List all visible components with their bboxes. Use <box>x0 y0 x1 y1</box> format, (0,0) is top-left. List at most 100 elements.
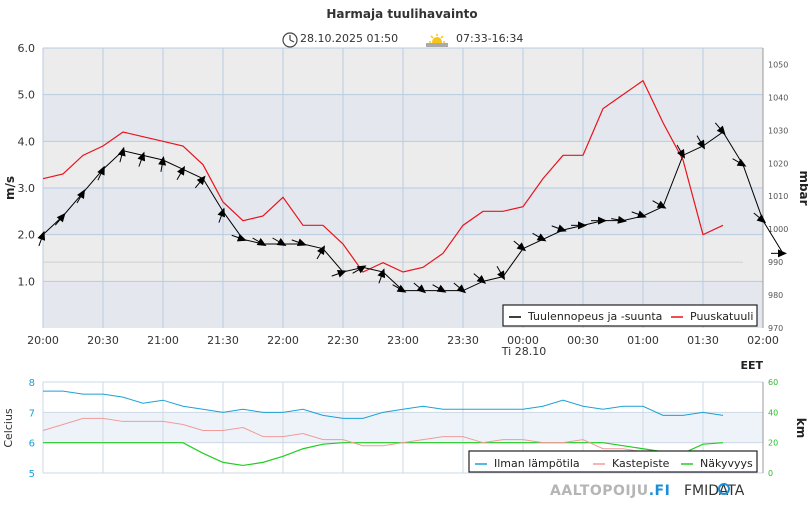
sun-icon <box>426 34 448 47</box>
brand-right-suffix: DATA <box>708 483 744 499</box>
y-tick-label: 8 <box>29 378 35 389</box>
wind-arrow <box>56 212 66 223</box>
gust-line <box>42 79 724 273</box>
x-tick-label: 00:30 <box>567 334 599 347</box>
visibility-y-axis: 0 20 40 60 <box>768 378 778 478</box>
y2-tick-label: 20 <box>768 439 778 448</box>
fmi-logo-icon <box>718 483 730 495</box>
wind-arrow <box>276 238 287 246</box>
y2-tick-label: 60 <box>768 378 778 387</box>
x-tick-label: 21:30 <box>207 334 239 347</box>
y-tick-label: 5.0 <box>18 89 36 102</box>
wind-arrow <box>497 270 505 281</box>
main-legend: Tuulennopeus ja -suunta Puuskatuuli <box>502 304 758 327</box>
wind-arrow <box>356 265 367 274</box>
wind-arrow <box>697 139 705 150</box>
time-axis: 20:00 20:30 21:00 21:30 22:00 22:30 23:00 23:30… <box>27 334 779 347</box>
legend-dewpoint: Kastepiste <box>612 457 670 470</box>
temperature-y-axis: 5 6 7 8 <box>29 378 35 480</box>
wind-arrow <box>556 224 567 233</box>
y2-tick-label: 1000 <box>768 225 788 234</box>
y-tick-label: 4.0 <box>18 135 36 148</box>
clock-icon <box>282 32 298 48</box>
wind-arrow <box>97 165 105 176</box>
wind-arrow <box>196 175 206 186</box>
wind-arrow <box>416 284 427 294</box>
pressure-axis-label: mbar <box>797 170 808 205</box>
wind-arrow <box>736 158 747 167</box>
y-tick-label: 6 <box>29 439 35 450</box>
wind-arrow <box>158 156 167 166</box>
wind-arrow <box>516 242 527 252</box>
wind-arrow <box>77 189 85 199</box>
daylight-hours: 07:33-16:34 <box>456 32 523 45</box>
y-tick-label: 7 <box>29 408 35 419</box>
observation-time: 28.10.2025 01:50 <box>300 32 398 45</box>
x-tick-label: 22:30 <box>327 334 359 347</box>
wind-arrow <box>536 233 547 242</box>
wind-arrow <box>598 216 607 225</box>
wind-arrow <box>578 221 587 230</box>
timezone-label: EET <box>740 359 763 372</box>
x-tick-label: 23:30 <box>447 334 479 347</box>
wind-arrow <box>256 238 267 246</box>
brand-right-text: FMI <box>684 483 708 499</box>
weather-grid <box>42 381 764 474</box>
wind-arrow <box>396 284 407 293</box>
pressure-y-axis: 970 980 990 1000 1010 1020 1030 1040 1050 <box>768 60 788 333</box>
wind-arrow <box>137 151 146 162</box>
wind-speed-axis-label: m/s <box>3 176 17 200</box>
y2-tick-label: 1050 <box>768 60 788 69</box>
wind-arrow <box>677 149 685 159</box>
legend-wind: Tuulennopeus ja -suunta <box>527 310 662 323</box>
legend-gust: Puuskatuuli <box>690 310 753 323</box>
weather-legend: Ilman lämpötila Kastepiste Näkyvyys <box>468 450 758 473</box>
legend-visibility: Näkyvyys <box>700 457 753 470</box>
wind-arrow <box>217 207 226 218</box>
dewpoint-line <box>42 417 723 456</box>
wind-arrow <box>476 275 487 284</box>
wind-arrow <box>778 249 787 258</box>
wind-arrow <box>617 215 627 224</box>
brand-fmidata[interactable]: FMIDATA <box>684 483 745 499</box>
visibility-axis-label: km <box>794 418 808 438</box>
wind-arrow <box>656 200 667 209</box>
y2-tick-label: 0 <box>768 469 773 478</box>
y-tick-label: 6.0 <box>18 42 36 55</box>
x-tick-label: 02:00 <box>747 334 779 347</box>
y-tick-label: 1.0 <box>18 275 36 288</box>
wind-arrow <box>636 210 647 219</box>
wind-arrow <box>236 233 247 242</box>
wind-arrow <box>436 284 447 293</box>
y-tick-label: 5 <box>29 469 35 480</box>
y2-tick-label: 40 <box>768 408 778 417</box>
temperature-axis-label: Celcius <box>2 408 15 448</box>
legend-temperature: Ilman lämpötila <box>494 457 580 470</box>
chart-title: Harmaja tuulihavainto <box>326 7 477 21</box>
wind-arrow <box>716 125 726 136</box>
y-tick-label: 2.0 <box>18 229 36 242</box>
y2-tick-label: 1040 <box>768 93 788 102</box>
y2-tick-label: 1010 <box>768 192 788 201</box>
wind-arrow <box>317 245 325 255</box>
wind-arrow <box>177 165 185 176</box>
wind-arrow <box>117 146 126 157</box>
temperature-line <box>43 390 724 419</box>
wind-arrow <box>296 238 307 247</box>
x-tick-label: 00:00 <box>507 334 539 347</box>
x-tick-label: 01:30 <box>687 334 719 347</box>
y2-tick-label: 970 <box>768 324 783 333</box>
brand-aaltopoiju[interactable]: AALTOPOIJU.FI <box>550 483 670 499</box>
x-tick-label: 20:30 <box>87 334 119 347</box>
brand-left-suffix: .FI <box>649 483 671 499</box>
brand-left-text: AALTOPOIJU <box>550 483 649 499</box>
wind-arrow <box>756 214 767 224</box>
main-y-axis: 1.0 2.0 3.0 4.0 5.0 6.0 <box>18 42 36 288</box>
x-tick-label: 20:00 <box>27 334 59 347</box>
y2-tick-label: 1030 <box>768 126 788 135</box>
wind-arrow <box>377 268 386 279</box>
y2-tick-label: 990 <box>768 258 783 267</box>
x-tick-label: 23:00 <box>387 334 419 347</box>
wind-arrow <box>336 269 347 278</box>
